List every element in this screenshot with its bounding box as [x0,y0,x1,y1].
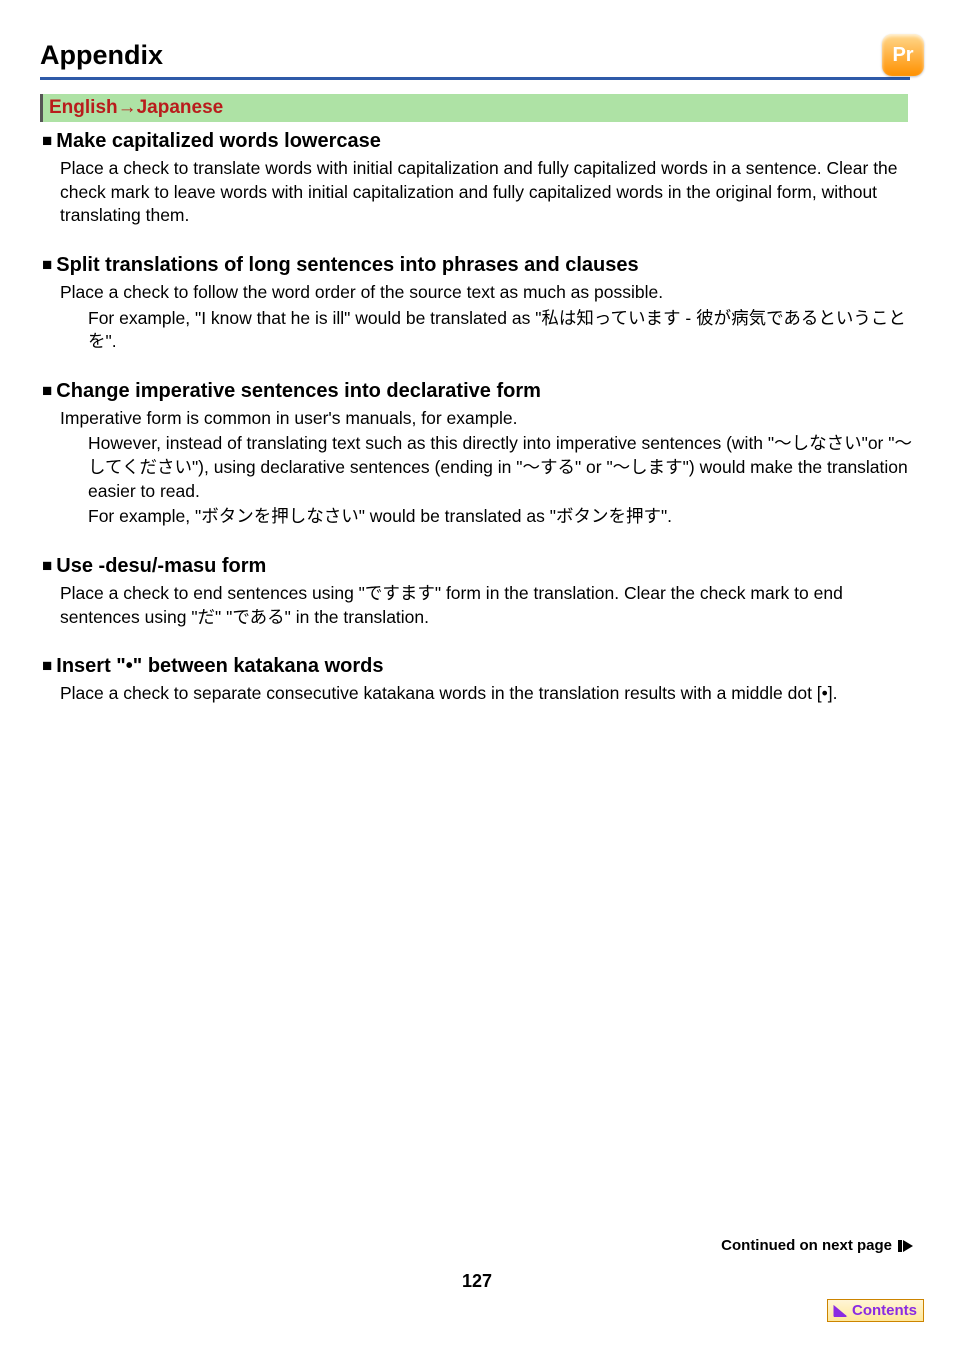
pr-badge-icon: Pr [882,34,924,76]
contents-button[interactable]: Contents [827,1299,924,1322]
section-band: English→Japanese [40,94,908,122]
section-heading-text: Split translations of long sentences int… [56,254,638,276]
section-sub-body: However, instead of translating text suc… [88,432,914,503]
section-heading: ■Use -desu/-masu form [42,555,914,578]
section-heading: ■Insert "•" between katakana words [42,655,914,678]
section-heading-text: Make capitalized words lowercase [56,130,381,152]
section-heading-text: Use -desu/-masu form [56,555,266,577]
section-sub-body: For example, "ボタンを押しなさい" would be transl… [88,505,914,529]
section-body: Place a check to end sentences using "です… [60,582,914,629]
title-divider [40,77,910,80]
section-heading-text: Change imperative sentences into declara… [56,380,541,402]
section-body: Place a check to translate words with in… [60,157,914,228]
section-body: Place a check to separate consecutive ka… [60,682,914,706]
chevron-right-icon [898,1239,914,1253]
section-heading: ■Make capitalized words lowercase [42,130,914,153]
section-sub-body: For example, "I know that he is ill" wou… [88,307,914,354]
section-heading-text: Insert "•" between katakana words [56,655,383,677]
page-number: 127 [0,1271,954,1292]
section-heading: ■Split translations of long sentences in… [42,254,914,277]
contents-arrow-icon [832,1304,848,1318]
continued-label: Continued on next page [721,1237,914,1254]
continued-text: Continued on next page [721,1237,892,1254]
section-heading: ■Change imperative sentences into declar… [42,380,914,403]
page-title: Appendix [40,40,163,71]
contents-label: Contents [852,1302,917,1319]
section-body: Imperative form is common in user's manu… [60,407,914,431]
section-body: Place a check to follow the word order o… [60,281,914,305]
